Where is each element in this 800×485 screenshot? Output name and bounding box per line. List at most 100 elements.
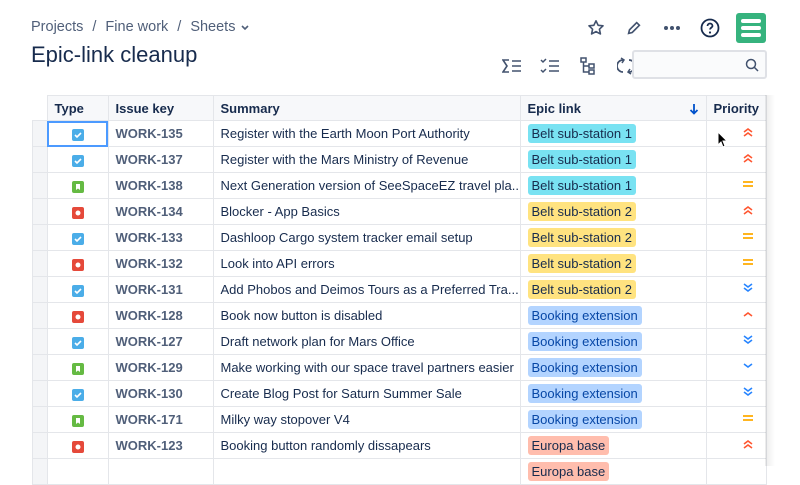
table-row[interactable]: WORK-127 Draft network plan for Mars Off… (32, 328, 768, 355)
issue-key-cell[interactable]: WORK-127 (107, 328, 214, 355)
hierarchy-icon[interactable] (576, 54, 600, 78)
refresh-icon[interactable] (614, 54, 638, 78)
table-row[interactable]: Europa base (32, 458, 768, 485)
summary-cell[interactable]: Booking button randomly dissapears (212, 432, 521, 459)
table-row[interactable]: WORK-123 Booking button randomly dissape… (32, 432, 768, 459)
priority-cell[interactable] (705, 120, 768, 147)
issue-key-cell[interactable]: WORK-171 (107, 406, 214, 433)
type-cell[interactable] (46, 328, 109, 355)
type-cell[interactable] (46, 276, 109, 303)
summary-cell[interactable] (212, 458, 521, 485)
row-drag-handle[interactable] (32, 380, 48, 407)
row-drag-handle[interactable] (32, 302, 48, 329)
breadcrumb-fine-work[interactable]: Fine work (105, 19, 169, 35)
type-cell[interactable] (46, 458, 109, 485)
type-cell[interactable] (46, 354, 109, 381)
priority-cell[interactable] (705, 302, 768, 329)
checklist-icon[interactable] (538, 54, 562, 78)
priority-cell[interactable] (705, 224, 768, 251)
epic-link-cell[interactable]: Europa base (519, 458, 707, 485)
app-logo[interactable] (736, 13, 766, 43)
summary-cell[interactable]: Make working with our space travel partn… (212, 354, 521, 381)
summary-cell[interactable]: Dashloop Cargo system tracker email setu… (212, 224, 521, 251)
table-row[interactable]: WORK-131 Add Phobos and Deimos Tours as … (32, 276, 768, 303)
row-drag-handle[interactable] (32, 432, 48, 459)
breadcrumb-sheets[interactable]: Sheets (190, 19, 236, 35)
epic-link-cell[interactable]: Booking extension (519, 302, 707, 329)
type-cell[interactable] (46, 172, 109, 199)
issue-key-cell[interactable]: WORK-137 (107, 146, 214, 173)
table-row[interactable]: WORK-130 Create Blog Post for Saturn Sum… (32, 380, 768, 407)
epic-link-cell[interactable]: Belt sub-station 1 (519, 120, 707, 147)
issue-key-cell[interactable] (107, 458, 214, 485)
priority-cell[interactable] (705, 250, 768, 277)
epic-link-cell[interactable]: Belt sub-station 1 (519, 146, 707, 173)
table-row[interactable]: WORK-138 Next Generation version of SeeS… (32, 172, 768, 199)
column-header-summary[interactable]: Summary (212, 95, 521, 121)
issue-key-cell[interactable]: WORK-138 (107, 172, 214, 199)
summary-cell[interactable]: Look into API errors (212, 250, 521, 277)
issue-key-cell[interactable]: WORK-135 (107, 120, 214, 147)
row-drag-handle[interactable] (32, 250, 48, 277)
priority-cell[interactable] (705, 380, 768, 407)
type-cell[interactable] (46, 120, 109, 147)
row-drag-handle[interactable] (32, 172, 48, 199)
table-row[interactable]: WORK-128 Book now button is disabled Boo… (32, 302, 768, 329)
epic-link-cell[interactable]: Belt sub-station 1 (519, 172, 707, 199)
row-drag-handle[interactable] (32, 328, 48, 355)
epic-link-cell[interactable]: Europa base (519, 432, 707, 459)
row-drag-handle[interactable] (32, 146, 48, 173)
row-drag-handle[interactable] (32, 354, 48, 381)
summary-cell[interactable]: Next Generation version of SeeSpaceEZ tr… (212, 172, 521, 199)
row-drag-handle[interactable] (32, 198, 48, 225)
priority-cell[interactable] (705, 172, 768, 199)
summary-cell[interactable]: Milky way stopover V4 (212, 406, 521, 433)
epic-link-cell[interactable]: Belt sub-station 2 (519, 250, 707, 277)
issue-key-cell[interactable]: WORK-131 (107, 276, 214, 303)
sort-descending-icon[interactable] (689, 103, 699, 115)
column-header-priority[interactable]: Priority (705, 95, 768, 121)
epic-link-cell[interactable]: Booking extension (519, 354, 707, 381)
row-drag-handle[interactable] (32, 224, 48, 251)
epic-link-cell[interactable]: Booking extension (519, 380, 707, 407)
type-cell[interactable] (46, 432, 109, 459)
priority-cell[interactable] (705, 354, 768, 381)
issue-key-cell[interactable]: WORK-128 (107, 302, 214, 329)
priority-cell[interactable] (705, 432, 768, 459)
table-row[interactable]: WORK-133 Dashloop Cargo system tracker e… (32, 224, 768, 251)
summary-cell[interactable]: Draft network plan for Mars Office (212, 328, 521, 355)
chevron-down-icon[interactable] (240, 22, 250, 32)
type-cell[interactable] (46, 302, 109, 329)
priority-cell[interactable] (705, 406, 768, 433)
issue-key-cell[interactable]: WORK-132 (107, 250, 214, 277)
column-header-epic-link[interactable]: Epic link (519, 95, 707, 121)
more-icon[interactable] (660, 16, 684, 40)
row-drag-handle[interactable] (32, 458, 48, 485)
table-row[interactable]: WORK-137 Register with the Mars Ministry… (32, 146, 768, 173)
issue-key-cell[interactable]: WORK-129 (107, 354, 214, 381)
summary-cell[interactable]: Create Blog Post for Saturn Summer Sale (212, 380, 521, 407)
priority-cell[interactable] (705, 458, 768, 485)
priority-cell[interactable] (705, 146, 768, 173)
summary-cell[interactable]: Book now button is disabled (212, 302, 521, 329)
table-row[interactable]: WORK-129 Make working with our space tra… (32, 354, 768, 381)
issue-key-cell[interactable]: WORK-130 (107, 380, 214, 407)
table-row[interactable]: WORK-134 Blocker - App Basics Belt sub-s… (32, 198, 768, 225)
summary-cell[interactable]: Add Phobos and Deimos Tours as a Preferr… (212, 276, 521, 303)
issue-key-cell[interactable]: WORK-133 (107, 224, 214, 251)
epic-link-cell[interactable]: Booking extension (519, 406, 707, 433)
row-drag-handle[interactable] (32, 120, 48, 147)
priority-cell[interactable] (705, 328, 768, 355)
summary-cell[interactable]: Register with the Mars Ministry of Reven… (212, 146, 521, 173)
type-cell[interactable] (46, 224, 109, 251)
type-cell[interactable] (46, 146, 109, 173)
summary-cell[interactable]: Blocker - App Basics (212, 198, 521, 225)
epic-link-cell[interactable]: Belt sub-station 2 (519, 198, 707, 225)
edit-pencil-icon[interactable] (622, 16, 646, 40)
priority-cell[interactable] (705, 276, 768, 303)
help-icon[interactable] (698, 16, 722, 40)
table-row[interactable]: WORK-132 Look into API errors Belt sub-s… (32, 250, 768, 277)
type-cell[interactable] (46, 406, 109, 433)
priority-cell[interactable] (705, 198, 768, 225)
epic-link-cell[interactable]: Belt sub-station 2 (519, 276, 707, 303)
